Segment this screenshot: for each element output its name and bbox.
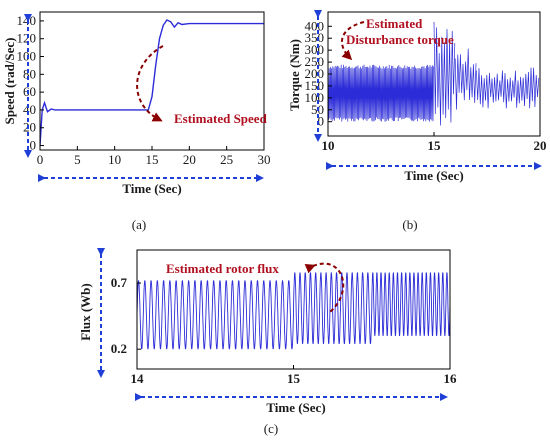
panel-b-ytick-label: 400 — [305, 18, 325, 33]
panel-a-speed-line — [40, 19, 264, 146]
panel-a-plot — [40, 19, 264, 146]
panel-b-torque-line — [454, 48, 477, 110]
panel-a-ytick-label: 40 — [23, 102, 36, 117]
panel-a-annotation-arrow — [136, 45, 164, 122]
panel-a-ytick-label: 100 — [17, 49, 37, 64]
panel-a-xtick-label: 0 — [37, 152, 44, 167]
panel-c-annotation: Estimated rotor flux — [166, 261, 279, 276]
panel-a-xtick-label: 30 — [258, 152, 271, 167]
panel-b: 101520050100150200250300350400 Torque (N… — [287, 10, 547, 232]
panel-b-xtick-label: 20 — [534, 138, 547, 153]
panel-a: 0 5 10 15 20 25 30 0 20 40 60 80 100 120 140 Speed (ra… — [2, 11, 271, 232]
panel-b-xtick-label: 15 — [428, 138, 442, 153]
panel-c: 14 15 16 0.2 0.7 Flux (Wb) Time (Sec) Estima… — [78, 248, 457, 436]
panel-c-ylabel: Flux (Wb) — [78, 283, 93, 340]
panel-a-ytick-label: 60 — [23, 84, 36, 99]
panel-a-frame — [39, 11, 265, 151]
panel-a-xtick-label: 10 — [108, 152, 121, 167]
panel-b-xlabel: Time (Sec) — [404, 168, 463, 183]
panel-c-ytick-label: 0.7 — [111, 275, 128, 290]
panel-a-xtick-label: 20 — [183, 152, 196, 167]
panel-c-ytick-label: 0.2 — [111, 341, 127, 356]
panel-c-xlabel: Time (Sec) — [266, 400, 325, 415]
panel-a-label: (a) — [132, 217, 146, 232]
panel-a-ytick-label: 140 — [17, 13, 37, 28]
panel-a-xtick-label: 5 — [74, 152, 81, 167]
panel-b-xtick-label: 10 — [322, 138, 335, 153]
panel-a-xlabel: Time (Sec) — [122, 181, 181, 196]
panel-c-xtick-label: 14 — [131, 371, 145, 386]
panel-b-label: (b) — [402, 217, 417, 232]
panel-a-ylabel: Speed (rad/Sec) — [2, 37, 17, 124]
panel-a-ytick-label: 0 — [30, 138, 37, 153]
panel-c-flux-line — [137, 272, 450, 350]
panel-b-torque-line — [433, 21, 456, 126]
panel-b-ylabel: Torque (Nm) — [287, 39, 302, 111]
panel-a-ytick-label: 120 — [17, 31, 37, 46]
panel-c-xtick-label: 16 — [444, 371, 458, 386]
panel-b-torque-line — [476, 67, 540, 109]
panel-a-annotation: Estimated Speed — [174, 111, 268, 126]
panel-c-ticks: 14 15 16 0.2 0.7 — [111, 275, 457, 386]
panel-b-plot — [328, 21, 540, 126]
panel-a-xtick-label: 25 — [220, 152, 233, 167]
panel-c-xtick-label: 15 — [287, 371, 301, 386]
panel-a-ticks: 0 5 10 15 20 25 30 0 20 40 60 80 100 120 140 — [17, 13, 271, 167]
panel-a-ytick-label: 80 — [23, 66, 36, 81]
panel-b-torque-line — [328, 64, 434, 122]
panel-a-xtick-label: 15 — [146, 152, 159, 167]
panel-b-annotation-arrow — [340, 21, 365, 61]
panel-c-label: (c) — [264, 421, 278, 436]
panel-b-annotation-line2: Disturbance torque — [346, 32, 454, 47]
panel-c-plot — [137, 272, 450, 350]
panel-a-ytick-label: 20 — [23, 120, 36, 135]
panel-c-annotation-arrow — [304, 262, 345, 313]
panel-b-annotation-line1: Estimated — [366, 16, 423, 31]
